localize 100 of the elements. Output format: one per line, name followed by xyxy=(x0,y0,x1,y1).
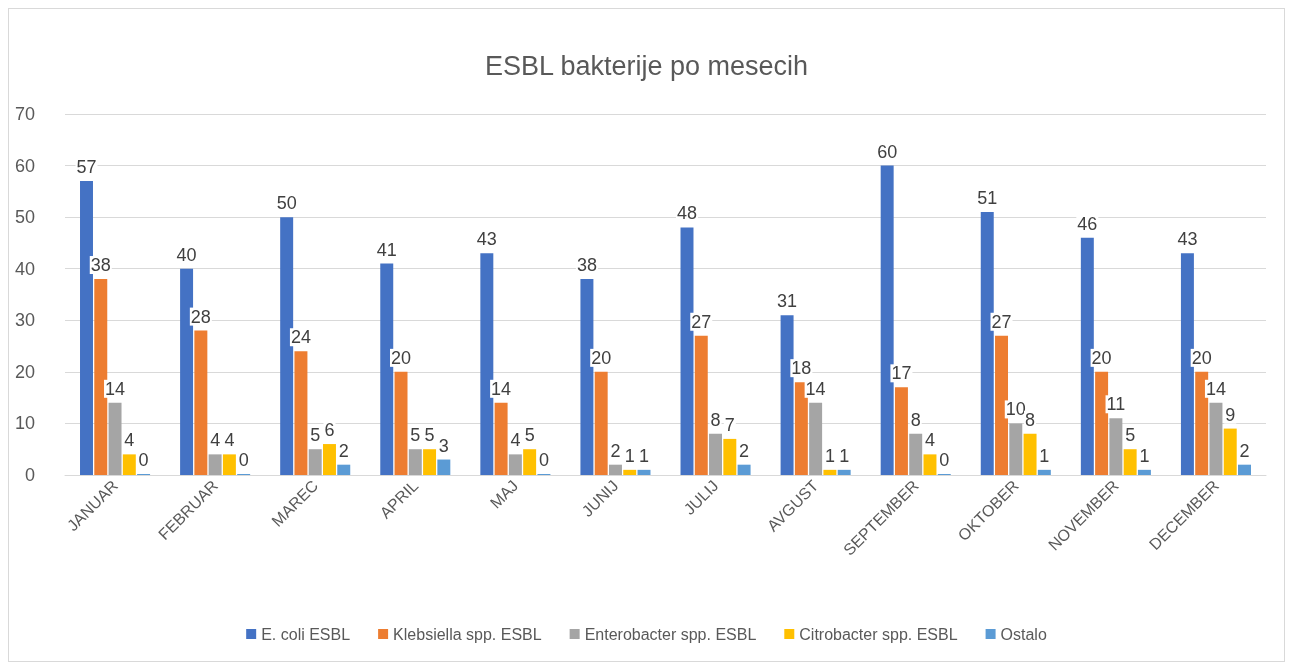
data-label: 20 xyxy=(591,347,612,368)
bar xyxy=(1180,253,1194,475)
data-label: 8 xyxy=(910,409,921,430)
bar xyxy=(523,449,537,475)
legend-label: E. coli ESBL xyxy=(261,625,351,643)
bar xyxy=(423,449,437,475)
data-label: 20 xyxy=(1191,347,1212,368)
legend-label: Klebsiella spp. ESBL xyxy=(393,625,542,643)
bar xyxy=(980,211,994,475)
bar xyxy=(1109,418,1123,475)
bar xyxy=(108,402,122,475)
data-label: 9 xyxy=(1225,404,1236,425)
bar xyxy=(608,464,622,475)
data-label: 14 xyxy=(105,378,126,399)
legend-label: Enterobacter spp. ESBL xyxy=(584,625,757,643)
data-label: 57 xyxy=(76,157,97,178)
data-label: 24 xyxy=(290,327,311,348)
data-label: 14 xyxy=(1205,378,1226,399)
bar xyxy=(623,469,637,475)
y-tick-label: 20 xyxy=(14,361,35,382)
data-label: 41 xyxy=(376,239,397,260)
bar xyxy=(580,279,594,475)
data-label: 4 xyxy=(924,430,935,451)
bar xyxy=(637,469,651,475)
data-label: 5 xyxy=(310,425,321,446)
bar xyxy=(308,449,322,475)
data-label: 4 xyxy=(510,430,521,451)
bar xyxy=(294,351,308,475)
data-label: 2 xyxy=(338,440,349,461)
bar xyxy=(995,335,1009,475)
bar xyxy=(208,454,222,475)
data-label: 1 xyxy=(1039,445,1050,466)
bar xyxy=(1209,402,1223,475)
data-label: 31 xyxy=(777,291,798,312)
bar xyxy=(80,181,93,475)
data-label: 5 xyxy=(424,425,435,446)
data-label: 2 xyxy=(610,440,621,461)
data-label: 5 xyxy=(524,425,535,446)
data-label: 43 xyxy=(1177,229,1198,250)
bar xyxy=(694,335,708,475)
y-tick-label: 60 xyxy=(14,155,35,176)
bar xyxy=(1009,423,1023,475)
data-label: 50 xyxy=(276,193,297,214)
data-label: 51 xyxy=(977,187,998,208)
data-label: 28 xyxy=(190,306,211,327)
bar xyxy=(1023,433,1037,475)
bar xyxy=(1123,449,1137,475)
data-label: 7 xyxy=(724,414,735,435)
data-label: 18 xyxy=(791,358,812,379)
bar xyxy=(680,227,694,475)
bar xyxy=(508,454,522,475)
data-label: 40 xyxy=(176,244,197,265)
bar xyxy=(894,387,908,475)
bar xyxy=(737,464,751,475)
data-label: 27 xyxy=(991,311,1012,332)
bar xyxy=(723,438,737,475)
data-label: 2 xyxy=(739,440,750,461)
bar xyxy=(394,371,408,475)
data-label: 1 xyxy=(624,445,635,466)
bar xyxy=(1037,469,1051,475)
data-label: 0 xyxy=(238,450,249,470)
data-label: 0 xyxy=(538,450,549,470)
bar xyxy=(809,402,823,475)
data-label: 1 xyxy=(1139,445,1150,466)
data-label: 48 xyxy=(676,203,698,224)
bar xyxy=(380,263,394,475)
data-label: 20 xyxy=(391,347,412,368)
legend-label: Citrobacter spp. ESBL xyxy=(799,625,958,643)
data-label: 14 xyxy=(491,378,512,399)
data-label: 8 xyxy=(710,409,721,430)
bar xyxy=(909,433,923,475)
bar xyxy=(494,402,508,475)
bar xyxy=(794,382,808,475)
data-label: 17 xyxy=(891,363,912,384)
data-label: 4 xyxy=(124,430,135,451)
bar xyxy=(480,253,494,475)
y-tick-label: 0 xyxy=(24,465,35,485)
bar xyxy=(1223,428,1237,475)
data-label: 3 xyxy=(438,435,449,456)
data-label: 60 xyxy=(877,141,898,162)
data-label: 0 xyxy=(939,450,950,470)
bar xyxy=(122,454,136,475)
bar xyxy=(94,279,108,475)
data-label: 1 xyxy=(824,445,835,466)
bar xyxy=(880,165,894,475)
data-label: 5 xyxy=(410,425,421,446)
bar xyxy=(1137,469,1151,475)
bar xyxy=(194,330,208,475)
bar xyxy=(1195,371,1209,475)
data-label: 11 xyxy=(1106,394,1126,415)
data-label: 27 xyxy=(691,311,712,332)
data-label: 1 xyxy=(839,445,850,466)
legend-label: Ostalo xyxy=(1000,625,1047,643)
y-tick-label: 40 xyxy=(14,258,35,279)
data-label: 38 xyxy=(90,255,111,276)
bar xyxy=(823,469,837,475)
bar xyxy=(709,433,723,475)
data-label: 1 xyxy=(638,445,650,466)
bar xyxy=(280,217,294,475)
data-label: 4 xyxy=(210,430,221,451)
